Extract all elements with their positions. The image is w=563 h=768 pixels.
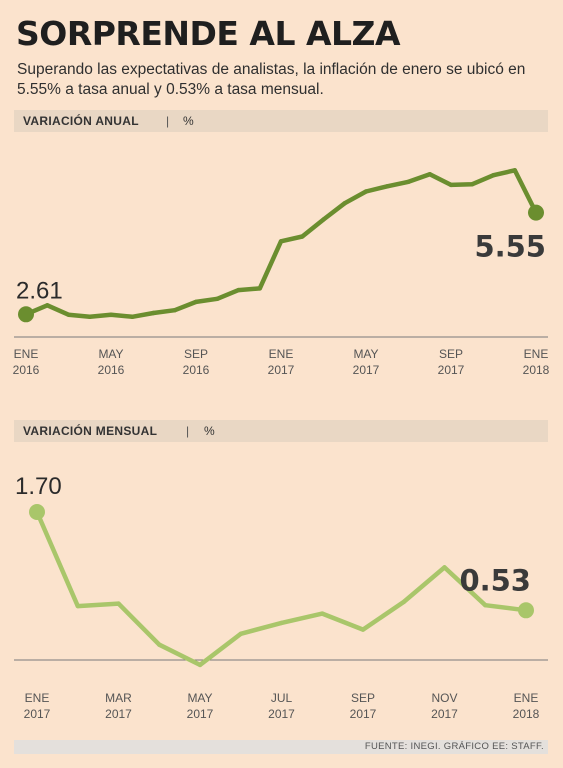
annual-data-point bbox=[448, 182, 454, 188]
monthly-tick-month: JUL bbox=[271, 691, 293, 705]
annual-tick-month: ENE bbox=[269, 347, 294, 361]
monthly-tick-year: 2017 bbox=[24, 707, 51, 721]
monthly-tick-year: 2017 bbox=[431, 707, 458, 721]
annual-section-separator: | bbox=[166, 114, 170, 128]
annual-tick-year: 2016 bbox=[13, 363, 40, 377]
monthly-section-header: VARIACIÓN MENSUAL | % bbox=[14, 420, 548, 442]
monthly-data-point bbox=[401, 599, 406, 605]
annual-data-point bbox=[470, 182, 475, 187]
monthly-section-label: VARIACIÓN MENSUAL bbox=[23, 424, 158, 438]
annual-data-point bbox=[342, 201, 347, 206]
monthly-section-separator: | bbox=[186, 424, 190, 438]
monthly-section-unit: % bbox=[204, 424, 215, 438]
monthly-data-point bbox=[75, 603, 81, 609]
annual-series-line bbox=[23, 168, 539, 320]
monthly-tick-year: 2018 bbox=[513, 707, 540, 721]
monthly-data-point bbox=[320, 611, 325, 616]
annual-data-point bbox=[45, 303, 50, 308]
monthly-data-point bbox=[116, 601, 121, 606]
monthly-data-point bbox=[29, 504, 45, 520]
annual-data-point bbox=[321, 217, 326, 222]
annual-tick-month: SEP bbox=[184, 347, 208, 361]
annual-section-unit: % bbox=[183, 114, 194, 128]
monthly-tick-year: 2017 bbox=[105, 707, 132, 721]
annual-data-point bbox=[87, 314, 93, 319]
annual-data-point bbox=[512, 168, 517, 173]
annual-data-point bbox=[108, 312, 114, 317]
monthly-tick-month: MAY bbox=[187, 691, 212, 705]
monthly-data-point bbox=[518, 602, 534, 619]
annual-data-point bbox=[257, 286, 262, 291]
annual-data-point bbox=[193, 299, 199, 305]
monthly-tick-month: ENE bbox=[25, 691, 50, 705]
monthly-tick-year: 2017 bbox=[350, 707, 377, 721]
annual-data-point bbox=[236, 287, 241, 293]
monthly-data-point bbox=[442, 565, 447, 570]
annual-tick-year: 2018 bbox=[523, 363, 550, 377]
annual-data-point bbox=[427, 172, 432, 177]
annual-tick-year: 2017 bbox=[353, 363, 380, 377]
annual-data-point bbox=[528, 204, 544, 221]
annual-data-point bbox=[278, 239, 284, 244]
monthly-data-point bbox=[360, 627, 366, 632]
annual-tick-year: 2017 bbox=[438, 363, 465, 377]
annual-data-point bbox=[18, 306, 34, 323]
monthly-data-point bbox=[197, 662, 203, 668]
annual-tick-month: ENE bbox=[524, 347, 549, 361]
annual-tick-year: 2017 bbox=[268, 363, 295, 377]
annual-data-point bbox=[363, 189, 369, 194]
annual-tick-month: MAY bbox=[353, 347, 378, 361]
monthly-tick-month: ENE bbox=[514, 691, 539, 705]
monthly-data-point bbox=[279, 620, 284, 626]
annual-data-point bbox=[66, 312, 71, 317]
annual-data-point bbox=[385, 184, 390, 189]
annual-data-point bbox=[491, 173, 496, 178]
annual-section-label: VARIACIÓN ANUAL bbox=[23, 114, 139, 128]
annual-data-point bbox=[406, 179, 411, 184]
annual-data-point bbox=[151, 310, 156, 316]
monthly-end-value-label: 0.53 bbox=[459, 563, 531, 597]
annual-data-point bbox=[300, 234, 305, 239]
monthly-data-point bbox=[483, 603, 488, 608]
monthly-data-point bbox=[238, 631, 243, 636]
annual-tick-year: 2016 bbox=[98, 363, 125, 377]
annual-tick-month: ENE bbox=[14, 347, 39, 361]
chart-subtitle: Superando las expectativas de analistas,… bbox=[17, 61, 526, 98]
annual-data-point bbox=[172, 308, 177, 313]
monthly-tick-year: 2017 bbox=[268, 707, 295, 721]
chart-title: SORPRENDE AL ALZA bbox=[16, 14, 401, 53]
monthly-tick-month: SEP bbox=[351, 691, 375, 705]
annual-tick-year: 2016 bbox=[183, 363, 210, 377]
annual-start-value-label: 2.61 bbox=[16, 277, 63, 304]
annual-data-point bbox=[215, 296, 220, 301]
monthly-data-point bbox=[157, 642, 162, 647]
annual-end-value-label: 5.55 bbox=[474, 230, 546, 264]
monthly-tick-month: NOV bbox=[431, 691, 457, 705]
annual-data-point bbox=[130, 314, 135, 319]
source-footer: FUENTE: INEGI. GRÁFICO EE: STAFF. bbox=[14, 740, 548, 754]
monthly-tick-year: 2017 bbox=[187, 707, 214, 721]
monthly-start-value-label: 1.70 bbox=[15, 473, 62, 500]
annual-tick-month: SEP bbox=[439, 347, 463, 361]
monthly-series-line bbox=[34, 509, 529, 668]
monthly-tick-month: MAR bbox=[105, 691, 132, 705]
annual-section-header: VARIACIÓN ANUAL | % bbox=[14, 110, 548, 132]
annual-tick-month: MAY bbox=[98, 347, 123, 361]
